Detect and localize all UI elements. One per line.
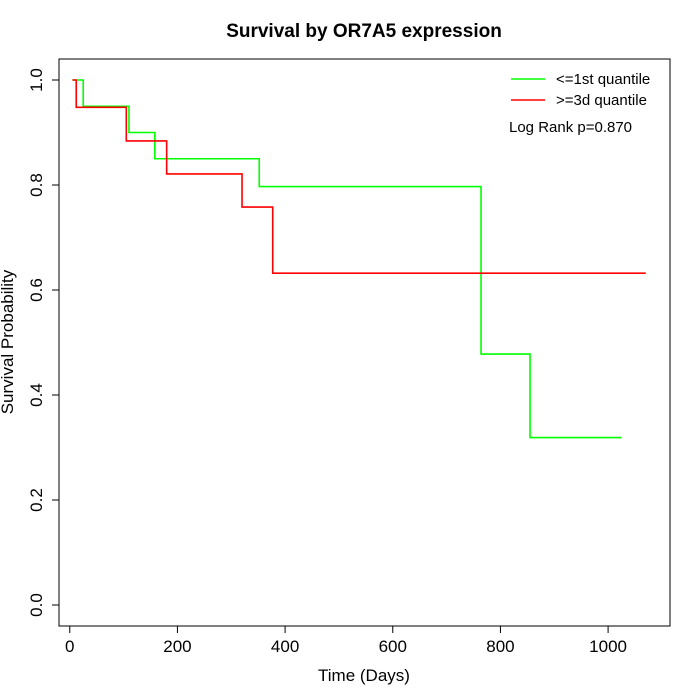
x-tick-label: 0 [65, 637, 74, 656]
y-axis-label: Survival Probability [0, 269, 17, 414]
y-tick-label: 0.2 [27, 488, 46, 512]
legend-label-high: >=3d quantile [556, 92, 647, 109]
x-tick-label: 800 [486, 637, 514, 656]
log-rank-annotation: Log Rank p=0.870 [509, 119, 632, 136]
series-line-1 [72, 79, 646, 274]
y-tick-label: 0.4 [27, 383, 46, 407]
y-tick-label: 0.0 [27, 593, 46, 617]
x-tick-label: 400 [271, 637, 299, 656]
x-tick-label: 200 [163, 637, 191, 656]
chart-title: Survival by OR7A5 expression [226, 21, 502, 42]
series-layer [72, 79, 646, 439]
x-axis-label: Time (Days) [318, 666, 410, 685]
plot-frame [58, 58, 671, 627]
y-axis: 0.0 0.2 0.4 0.6 0.8 1.0 [27, 68, 59, 617]
legend: <=1st quantile >=3d quantile Log Rank p=… [509, 71, 650, 136]
y-tick-label: 0.6 [27, 278, 46, 302]
x-axis: 0 200 400 600 800 1000 [65, 626, 627, 656]
y-tick-label: 1.0 [27, 68, 46, 92]
legend-label-low: <=1st quantile [556, 71, 650, 88]
x-tick-label: 1000 [589, 637, 627, 656]
series-line-0 [72, 79, 622, 439]
y-tick-label: 0.8 [27, 173, 46, 197]
x-tick-label: 600 [379, 637, 407, 656]
